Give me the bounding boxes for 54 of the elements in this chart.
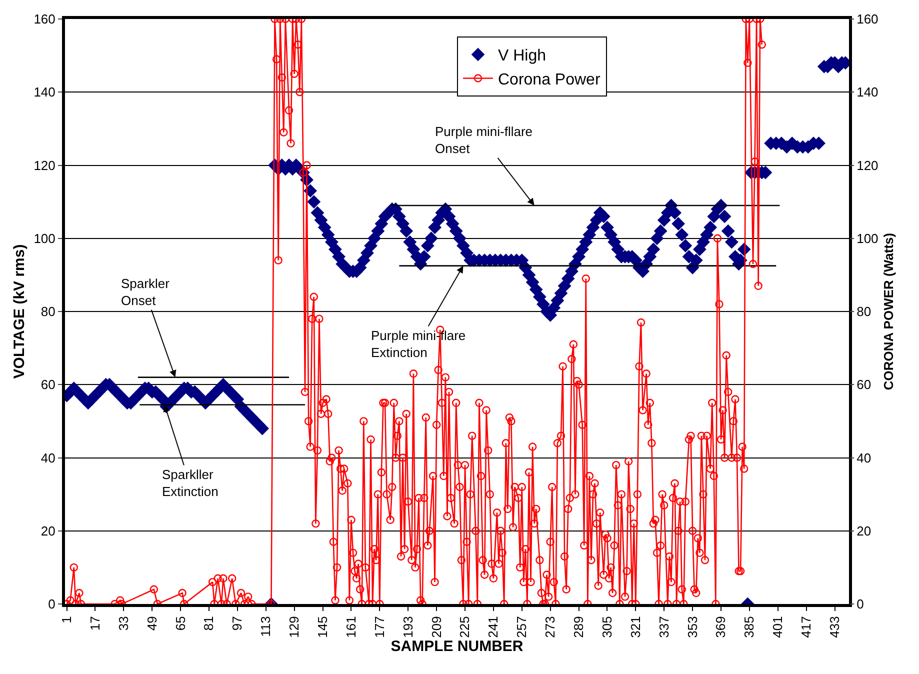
y-tick-label: 160: [34, 12, 56, 27]
y-tick-label: 100: [34, 230, 56, 246]
x-tick-label: 305: [599, 616, 614, 638]
x-tick-label: 385: [742, 616, 757, 638]
x-tick-label: 369: [713, 616, 728, 638]
x-tick-label: 97: [230, 616, 245, 631]
x-tick-label: 81: [201, 616, 216, 631]
x-axis-title: SAMPLE NUMBER: [390, 638, 524, 655]
y-tick-label: 60: [40, 377, 56, 392]
x-tick-label: 257: [514, 616, 530, 638]
x-tick-label: 241: [486, 616, 501, 638]
y2-tick-label: 160: [856, 12, 878, 27]
x-tick-label: 33: [116, 616, 131, 631]
y2-tick-label: 40: [856, 450, 872, 466]
x-tick-label: 417: [798, 616, 814, 638]
legend-label: V High: [498, 48, 546, 65]
x-tick-label: 49: [144, 616, 160, 631]
x-tick-label: 129: [286, 616, 302, 638]
x-tick-label: 321: [628, 616, 643, 638]
x-tick-label: 1: [59, 616, 74, 624]
y-axis-title: VOLTAGE (kV rms): [10, 244, 28, 379]
x-tick-label: 177: [372, 616, 387, 638]
x-tick-label: 289: [571, 616, 586, 638]
y-tick-label: 0: [48, 596, 56, 612]
x-tick-label: 225: [457, 616, 472, 638]
y2-tick-label: 20: [856, 523, 872, 538]
y-tick-label: 80: [40, 304, 56, 320]
y2-axis-title: CORONA POWER (Watts): [880, 232, 896, 390]
legend-label: Corona Power: [498, 71, 601, 88]
y-tick-label: 40: [40, 450, 56, 466]
annotation: Purple mini-fllare Onset: [435, 124, 533, 156]
annotation: Sparkller Extinction: [162, 467, 218, 499]
y2-tick-label: 80: [856, 304, 872, 320]
x-tick-label: 273: [542, 616, 558, 638]
y2-tick-label: 100: [856, 230, 878, 246]
y2-tick-label: 60: [856, 377, 872, 392]
y2-tick-label: 0: [856, 596, 864, 612]
x-tick-label: 337: [656, 616, 672, 638]
y2-tick-label: 140: [856, 84, 878, 100]
annotation: Sparkler Onset: [121, 276, 170, 308]
y-tick-label: 120: [34, 158, 56, 173]
y-tick-label: 20: [40, 523, 56, 538]
y2-tick-label: 120: [856, 158, 878, 173]
x-tick-label: 65: [172, 616, 188, 631]
x-tick-label: 17: [87, 616, 102, 631]
x-tick-label: 193: [400, 616, 416, 638]
x-tick-label: 113: [258, 616, 274, 637]
x-tick-label: 209: [428, 616, 444, 638]
x-tick-label: 433: [827, 616, 842, 638]
x-tick-label: 353: [684, 616, 700, 638]
x-tick-label: 145: [315, 616, 330, 638]
y-tick-label: 140: [34, 84, 56, 100]
x-tick-label: 401: [770, 616, 786, 638]
x-tick-label: 161: [343, 616, 358, 638]
